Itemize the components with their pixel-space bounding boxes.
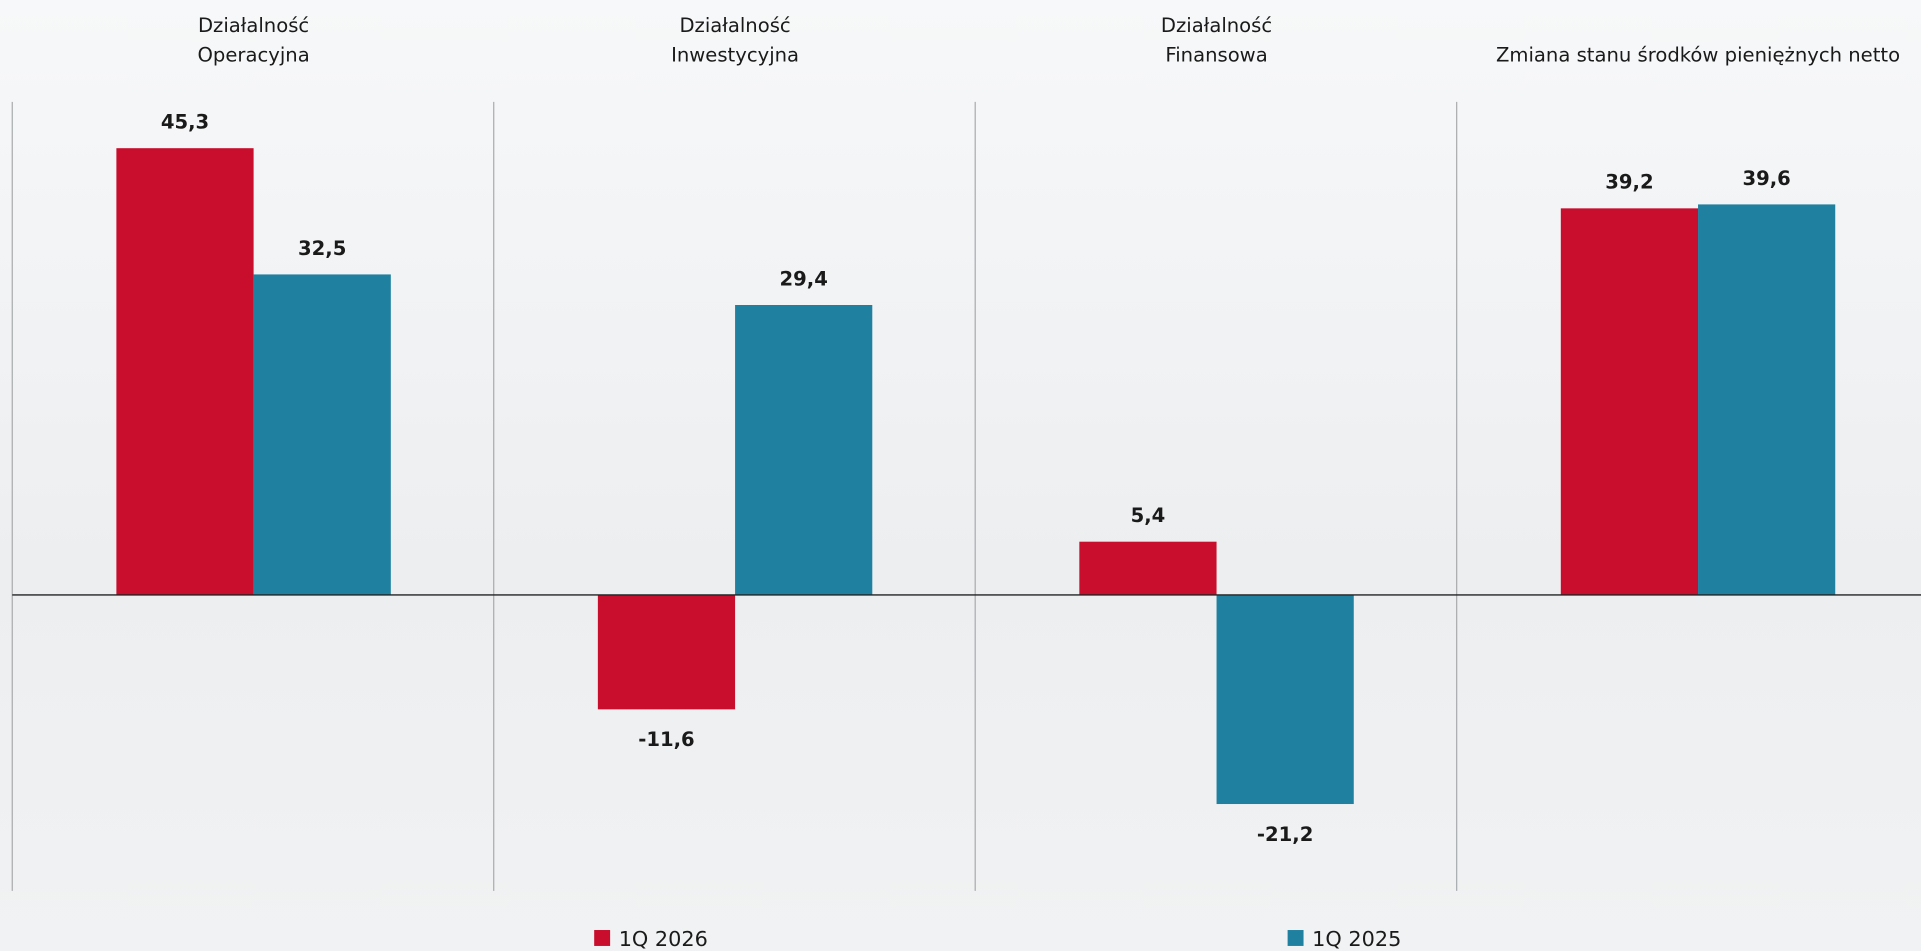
category-label: Działalność Finansowa xyxy=(1161,14,1272,66)
legend-label: 1Q 2025 xyxy=(1312,927,1401,951)
bar xyxy=(116,148,254,595)
category-label-line: Działalność xyxy=(679,14,790,37)
category-label-line: Działalność xyxy=(198,14,309,37)
bar xyxy=(597,594,736,710)
bar xyxy=(1216,594,1354,805)
category-label-line: Inwestycyjna xyxy=(671,43,799,66)
legend-swatch xyxy=(594,930,611,946)
category-label: Działalność Operacyjna xyxy=(197,14,309,66)
category-label: Działalność Inwestycyjna xyxy=(671,14,799,66)
value-label: 32,5 xyxy=(298,237,346,260)
value-label: 29,4 xyxy=(780,267,828,290)
category-label-line: Zmiana stanu środków pieniężnych netto xyxy=(1496,43,1900,66)
value-label: 39,2 xyxy=(1605,171,1653,194)
bar xyxy=(1079,541,1217,595)
bar xyxy=(1560,208,1699,595)
legend-swatch xyxy=(1287,930,1304,946)
bar xyxy=(735,304,873,595)
category-label-line: Działalność xyxy=(1161,14,1272,37)
value-label: -21,2 xyxy=(1257,823,1313,846)
value-label: 45,3 xyxy=(161,111,209,134)
category-label-line: Operacyjna xyxy=(197,43,309,66)
bar xyxy=(253,274,391,595)
category-label: Zmiana stanu środków pieniężnych netto xyxy=(1496,43,1900,66)
category-label-line: Finansowa xyxy=(1165,43,1267,66)
value-label: 5,4 xyxy=(1131,504,1166,527)
bar xyxy=(1698,204,1836,595)
value-label: -11,6 xyxy=(638,728,694,751)
legend-label: 1Q 2026 xyxy=(619,927,708,951)
value-label: 39,6 xyxy=(1742,167,1790,190)
